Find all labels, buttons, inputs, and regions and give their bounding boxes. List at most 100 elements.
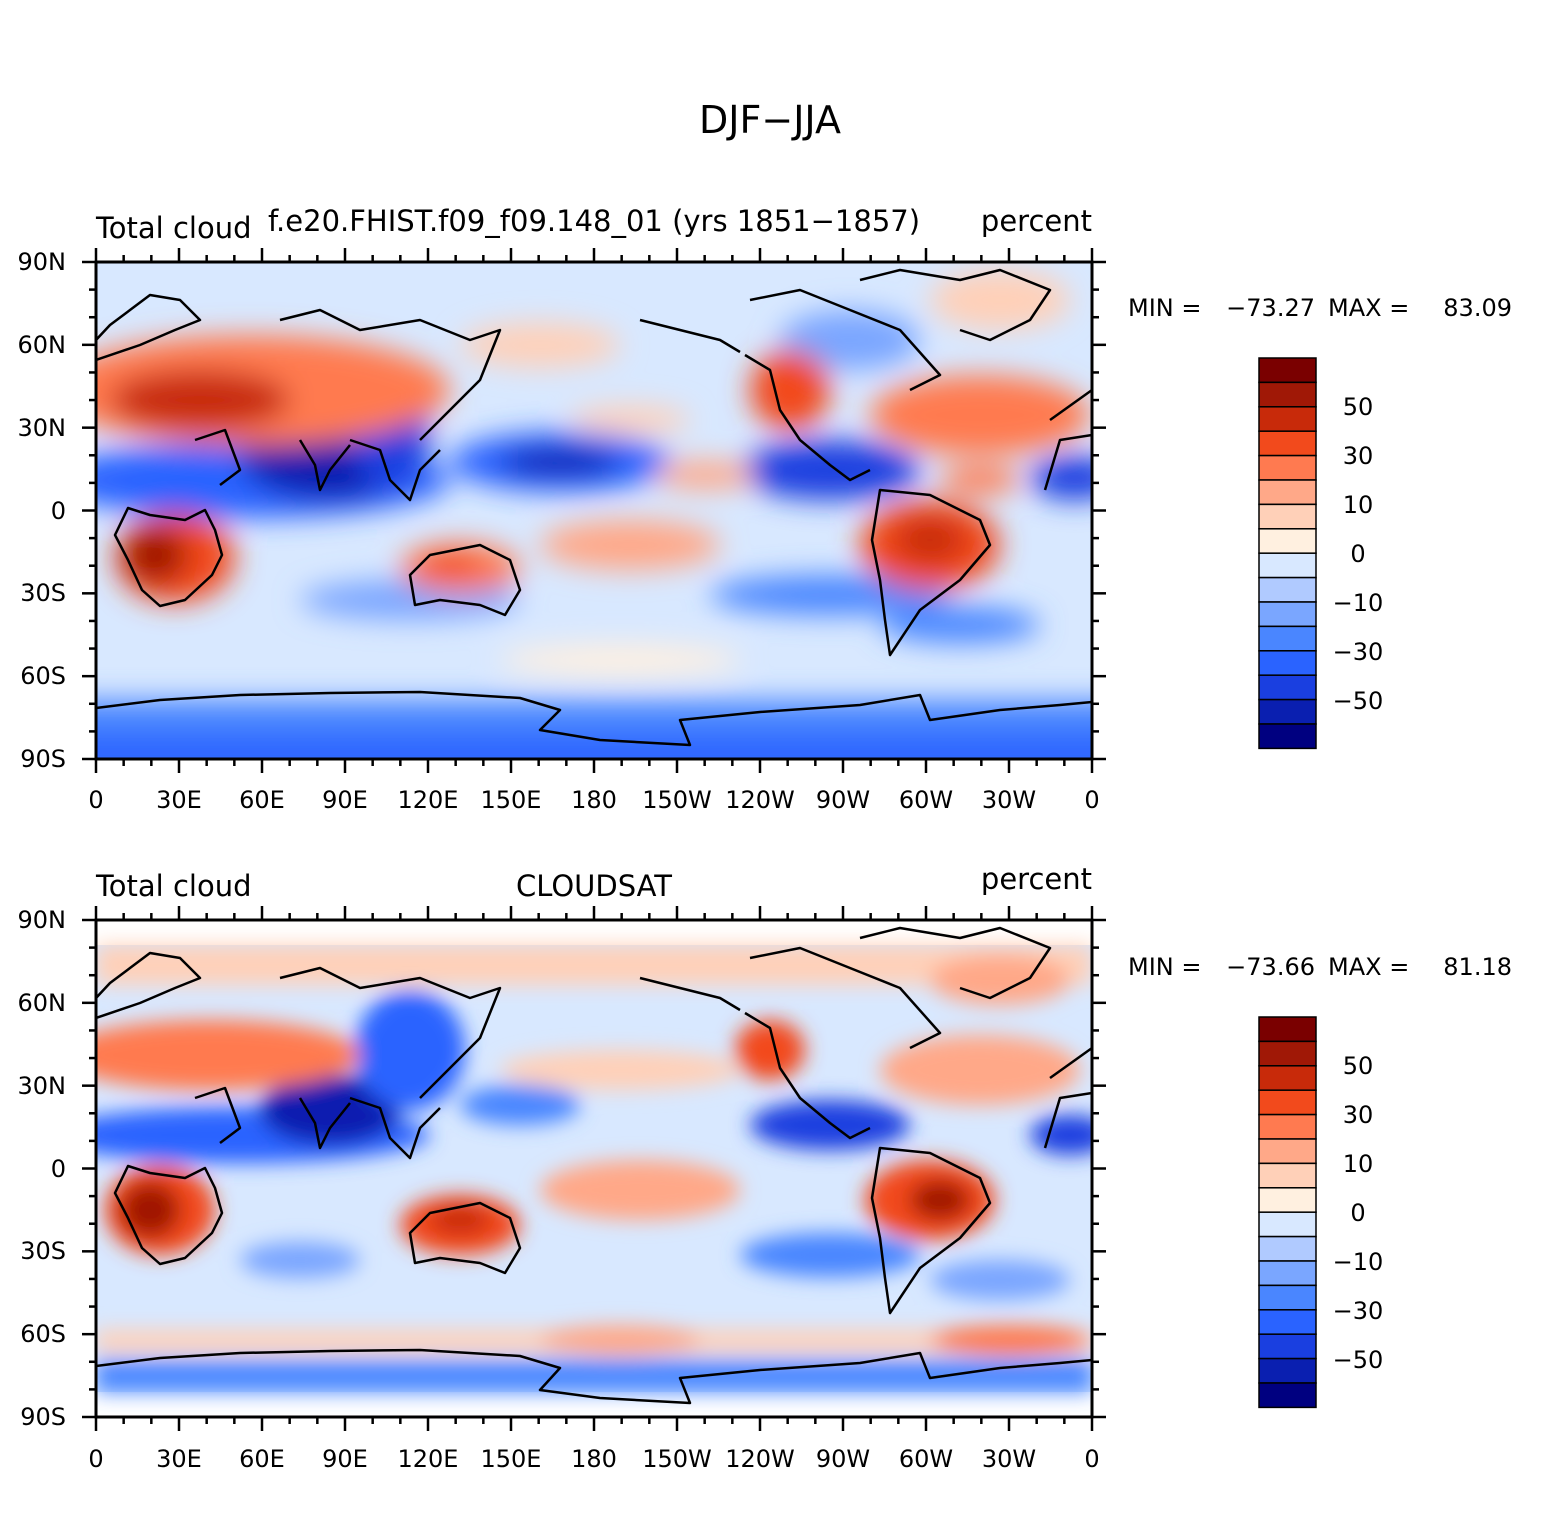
lon-tick-label: 90W bbox=[816, 786, 870, 814]
lat-tick-label: 30N bbox=[18, 414, 67, 442]
lon-tick-label: 180 bbox=[571, 786, 617, 814]
tick-marks bbox=[82, 248, 1106, 773]
lon-tick-label: 120E bbox=[398, 1445, 459, 1473]
colorbar-swatch bbox=[1258, 503, 1317, 530]
min-max-readout: MIN = −73.27 MAX = 83.09 bbox=[1128, 294, 1512, 322]
colorbar bbox=[1258, 357, 1317, 750]
figure-title: DJF−JJA bbox=[699, 98, 841, 142]
lon-tick-label: 0 bbox=[1084, 1445, 1099, 1473]
lon-tick-label: 60E bbox=[239, 1445, 285, 1473]
colorbar-swatch bbox=[1258, 650, 1317, 676]
colorbar-swatch bbox=[1258, 1162, 1317, 1189]
lat-tick-label: 90N bbox=[18, 248, 67, 276]
panel-center-label: f.e20.FHIST.f09_f09.148_01 (yrs 1851−185… bbox=[268, 204, 920, 238]
lon-tick-label: 150E bbox=[481, 786, 542, 814]
lat-tick-labels: 90N 60N 30N 0 30S 60S 90S bbox=[18, 248, 67, 773]
lon-tick-label: 90W bbox=[816, 1445, 870, 1473]
lon-tick-label: 30W bbox=[982, 786, 1036, 814]
panel-left-label: Total cloud bbox=[95, 869, 251, 903]
min-label: MIN = bbox=[1128, 294, 1201, 322]
lon-tick-labels: 0 30E 60E 90E 120E 150E 180 150W 120W 90… bbox=[88, 786, 1099, 814]
colorbar-swatch bbox=[1258, 698, 1317, 725]
min-label: MIN = bbox=[1128, 953, 1201, 981]
lon-tick-label: 120W bbox=[725, 1445, 795, 1473]
colorbar-labels: 50 30 10 0 −10 −30 −50 bbox=[1333, 393, 1384, 715]
lon-tick-label: 150W bbox=[642, 1445, 712, 1473]
panel-center-label: CLOUDSAT bbox=[516, 869, 672, 903]
min-value: −73.66 bbox=[1226, 953, 1315, 981]
lon-tick-label: 150E bbox=[481, 1445, 542, 1473]
coastlines bbox=[96, 926, 1092, 1405]
colorbar-swatch bbox=[1258, 601, 1317, 628]
lat-tick-label: 60S bbox=[20, 1320, 66, 1348]
lon-tick-label: 150W bbox=[642, 786, 712, 814]
lon-tick-label: 60E bbox=[239, 786, 285, 814]
cloud-field-map bbox=[96, 920, 1092, 1417]
colorbar-label: −10 bbox=[1333, 1248, 1384, 1276]
cloud-field-map bbox=[96, 262, 1092, 759]
colorbar-labels: 50 30 10 0 −10 −30 −50 bbox=[1333, 1052, 1384, 1374]
colorbar-swatch bbox=[1258, 430, 1317, 457]
lon-tick-label: 0 bbox=[88, 1445, 103, 1473]
colorbar-swatch bbox=[1258, 528, 1317, 554]
colorbar-label: 50 bbox=[1343, 1052, 1374, 1080]
lon-tick-label: 60W bbox=[899, 786, 953, 814]
tick-marks bbox=[82, 906, 1106, 1431]
colorbar-label: −30 bbox=[1333, 638, 1384, 666]
lat-tick-label: 30N bbox=[18, 1072, 67, 1100]
max-value: 81.18 bbox=[1443, 953, 1512, 981]
colorbar-swatch bbox=[1258, 1065, 1317, 1091]
lat-tick-label: 0 bbox=[51, 1155, 66, 1183]
lat-tick-label: 60N bbox=[18, 331, 67, 359]
panel-left-label: Total cloud bbox=[95, 211, 251, 245]
colorbar-swatch bbox=[1258, 357, 1317, 384]
colorbar-swatch bbox=[1258, 1211, 1317, 1238]
coastlines bbox=[96, 268, 1092, 747]
colorbar-swatch bbox=[1258, 1235, 1317, 1262]
lat-tick-label: 90S bbox=[20, 1403, 66, 1431]
lon-tick-labels: 0 30E 60E 90E 120E 150E 180 150W 120W 90… bbox=[88, 1445, 1099, 1473]
lon-tick-label: 30E bbox=[156, 1445, 202, 1473]
panel-model: Total cloud f.e20.FHIST.f09_f09.148_01 (… bbox=[18, 204, 1513, 814]
lat-tick-label: 90S bbox=[20, 745, 66, 773]
colorbar-swatch bbox=[1258, 1382, 1317, 1409]
colorbar-label: 10 bbox=[1343, 1150, 1374, 1178]
colorbar-label: 0 bbox=[1350, 1199, 1365, 1227]
colorbar-swatch bbox=[1258, 674, 1317, 701]
colorbar-swatch bbox=[1258, 1138, 1317, 1165]
map-frame bbox=[82, 906, 1106, 1431]
lat-tick-label: 60S bbox=[20, 662, 66, 690]
colorbar-swatch bbox=[1258, 552, 1317, 579]
colorbar-swatch bbox=[1258, 576, 1317, 603]
colorbar-swatch bbox=[1258, 1309, 1317, 1335]
colorbar-label: −50 bbox=[1333, 1346, 1384, 1374]
lon-tick-label: 90E bbox=[322, 786, 368, 814]
max-value: 83.09 bbox=[1443, 294, 1512, 322]
colorbar-swatch bbox=[1258, 1260, 1317, 1287]
lat-tick-label: 30S bbox=[20, 1237, 66, 1265]
lon-tick-label: 30W bbox=[982, 1445, 1036, 1473]
colorbar-swatch bbox=[1258, 381, 1317, 408]
panel-cloudsat: Total cloud CLOUDSAT percent bbox=[18, 862, 1513, 1473]
lon-tick-label: 90E bbox=[322, 1445, 368, 1473]
colorbar-swatch bbox=[1258, 1357, 1317, 1384]
lon-tick-label: 120E bbox=[398, 786, 459, 814]
panel-units-label: percent bbox=[981, 862, 1092, 896]
colorbar-label: 0 bbox=[1350, 540, 1365, 568]
lat-tick-labels: 90N 60N 30N 0 30S 60S 90S bbox=[18, 906, 67, 1431]
colorbar-swatch bbox=[1258, 1040, 1317, 1067]
colorbar-label: 10 bbox=[1343, 491, 1374, 519]
colorbar-swatch bbox=[1258, 1284, 1317, 1311]
colorbar-swatch bbox=[1258, 1113, 1317, 1140]
lon-tick-label: 180 bbox=[571, 1445, 617, 1473]
colorbar-swatch bbox=[1258, 479, 1317, 506]
min-max-readout: MIN = −73.66 MAX = 81.18 bbox=[1128, 953, 1512, 981]
colorbar-swatch bbox=[1258, 1333, 1317, 1360]
map-frame bbox=[82, 248, 1106, 773]
colorbar-swatch bbox=[1258, 454, 1317, 481]
lon-tick-label: 0 bbox=[1084, 786, 1099, 814]
max-label: MAX = bbox=[1328, 294, 1409, 322]
min-value: −73.27 bbox=[1226, 294, 1315, 322]
lon-tick-label: 120W bbox=[725, 786, 795, 814]
